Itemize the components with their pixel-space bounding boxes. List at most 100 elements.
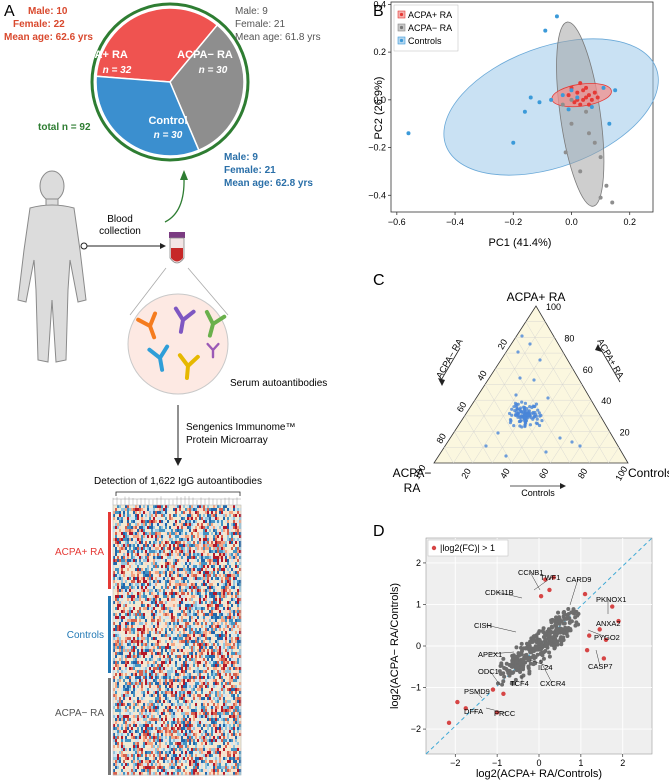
heatmap-bracket: [115, 491, 241, 496]
heatmap-cell: [197, 718, 200, 722]
heatmap-cell: [173, 637, 176, 641]
antibody-shape: [206, 342, 220, 359]
heatmap-cell: [201, 727, 204, 731]
heatmap-cell: [143, 649, 146, 653]
heatmap-cell: [221, 652, 224, 656]
heatmap-cell: [147, 691, 150, 695]
heatmap-cell: [115, 658, 118, 662]
heatmap-cell: [173, 634, 176, 638]
heatmap-cell: [151, 589, 154, 593]
heatmap-cell: [227, 595, 230, 599]
heatmap-cell: [139, 526, 142, 530]
heatmap-cell: [179, 640, 182, 644]
heatmap-cell: [115, 610, 118, 614]
heatmap-cell: [159, 517, 162, 521]
heatmap-cell: [173, 718, 176, 722]
heatmap-cell: [171, 685, 174, 689]
heatmap-cell: [225, 574, 228, 578]
heatmap-cell: [207, 649, 210, 653]
heatmap-cell: [217, 631, 220, 635]
heatmap-cell: [171, 691, 174, 695]
heatmap-cell: [237, 688, 240, 692]
heatmap-cell: [199, 562, 202, 566]
heatmap-cell: [165, 643, 168, 647]
heatmap-cell: [225, 571, 228, 575]
heatmap-cell: [223, 562, 226, 566]
heatmap-cell: [131, 691, 134, 695]
heatmap-cell: [115, 523, 118, 527]
heatmap-cell: [207, 613, 210, 617]
heatmap-cell: [235, 679, 238, 683]
heatmap-cell: [167, 643, 170, 647]
heatmap-cell: [117, 658, 120, 662]
heatmap-cell: [237, 523, 240, 527]
heatmap-cell: [139, 547, 142, 551]
heatmap-cell: [187, 547, 190, 551]
heatmap-cell: [229, 646, 232, 650]
heatmap-cell: [171, 544, 174, 548]
heatmap-cell: [183, 682, 186, 686]
heatmap-cell: [223, 703, 226, 707]
heatmap-cell: [229, 562, 232, 566]
heatmap-cell: [151, 595, 154, 599]
heatmap-cell: [141, 586, 144, 590]
heatmap-cell: [117, 700, 120, 704]
heatmap-cell: [137, 613, 140, 617]
heatmap-cell: [173, 631, 176, 635]
heatmap-cell: [177, 580, 180, 584]
heatmap-cell: [123, 637, 126, 641]
heatmap-cell: [113, 709, 116, 713]
heatmap-cell: [193, 673, 196, 677]
heatmap-cell: [133, 583, 136, 587]
heatmap-cell: [215, 709, 218, 713]
heatmap-cell: [239, 622, 242, 626]
heatmap-cell: [129, 601, 132, 605]
heatmap-cell: [117, 526, 120, 530]
heatmap-cell: [177, 646, 180, 650]
heatmap-cell: [169, 640, 172, 644]
heatmap-cell: [239, 670, 242, 674]
heatmap-cell: [185, 631, 188, 635]
heatmap-cell: [139, 619, 142, 623]
heatmap-cell: [193, 688, 196, 692]
heatmap-cell: [211, 601, 214, 605]
heatmap-cell: [157, 622, 160, 626]
heatmap-cell: [201, 664, 204, 668]
heatmap-cell: [119, 619, 122, 623]
heatmap-cell: [131, 679, 134, 683]
heatmap-cell: [133, 520, 136, 524]
heatmap-cell: [237, 631, 240, 635]
heatmap-cell: [217, 679, 220, 683]
heatmap-cell: [115, 583, 118, 587]
heatmap-cell: [199, 700, 202, 704]
heatmap-cell: [127, 613, 130, 617]
heatmap-cell: [215, 691, 218, 695]
heatmap-cell: [153, 583, 156, 587]
heatmap-cell: [207, 601, 210, 605]
heatmap-cell: [117, 595, 120, 599]
heatmap-cell: [193, 619, 196, 623]
heatmap-cell: [237, 601, 240, 605]
heatmap-cell: [137, 547, 140, 551]
heatmap-cell: [203, 622, 206, 626]
heatmap-cell: [227, 562, 230, 566]
heatmap-cell: [151, 637, 154, 641]
heatmap-cell: [189, 682, 192, 686]
heatmap-cell: [139, 700, 142, 704]
heatmap-cell: [119, 604, 122, 608]
heatmap-cell: [165, 730, 168, 734]
heatmap-cell: [169, 574, 172, 578]
pie-slice-control: [95, 75, 200, 157]
heatmap-cell: [179, 526, 182, 530]
heatmap-cell: [237, 613, 240, 617]
heatmap-cell: [191, 727, 194, 731]
heatmap-cell: [199, 589, 202, 593]
heatmap-cell: [143, 622, 146, 626]
heatmap-cell: [213, 688, 216, 692]
heatmap-cell: [179, 535, 182, 539]
heatmap-cell: [135, 682, 138, 686]
heatmap-cell: [115, 625, 118, 629]
heatmap-cell: [239, 538, 242, 542]
heatmap-cell: [211, 655, 214, 659]
heatmap-cell: [163, 634, 166, 638]
